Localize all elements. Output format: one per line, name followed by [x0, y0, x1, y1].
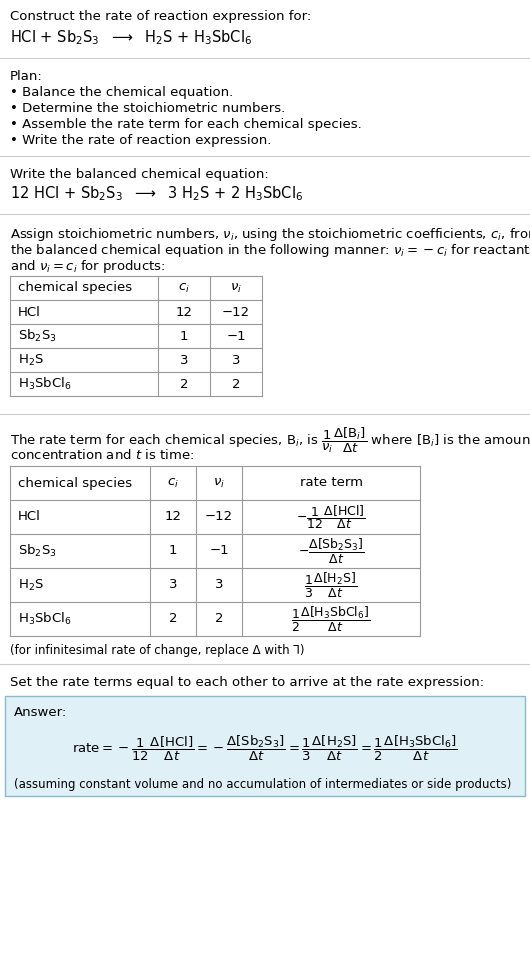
Text: Sb$_2$S$_3$: Sb$_2$S$_3$ — [18, 543, 57, 559]
Text: 3: 3 — [180, 353, 188, 367]
Text: HCl + Sb$_2$S$_3$  $\longrightarrow$  H$_2$S + H$_3$SbCl$_6$: HCl + Sb$_2$S$_3$ $\longrightarrow$ H$_2… — [10, 28, 252, 47]
Text: 3: 3 — [169, 579, 177, 591]
Text: • Balance the chemical equation.: • Balance the chemical equation. — [10, 86, 233, 99]
Text: Plan:: Plan: — [10, 70, 43, 83]
Text: $\dfrac{1}{2}\dfrac{\Delta[\mathrm{H_3SbCl_6}]}{\Delta t}$: $\dfrac{1}{2}\dfrac{\Delta[\mathrm{H_3Sb… — [292, 604, 370, 633]
Bar — [5, 696, 525, 796]
Text: H$_3$SbCl$_6$: H$_3$SbCl$_6$ — [18, 376, 72, 392]
Text: 2: 2 — [169, 613, 177, 626]
Text: (assuming constant volume and no accumulation of intermediates or side products): (assuming constant volume and no accumul… — [14, 778, 511, 791]
Text: $\nu_i$: $\nu_i$ — [213, 476, 225, 490]
Text: 3: 3 — [232, 353, 240, 367]
Text: $\dfrac{1}{3}\dfrac{\Delta[\mathrm{H_2S}]}{\Delta t}$: $\dfrac{1}{3}\dfrac{\Delta[\mathrm{H_2S}… — [304, 571, 358, 599]
Text: $c_i$: $c_i$ — [178, 281, 190, 295]
Text: 2: 2 — [215, 613, 223, 626]
Text: 3: 3 — [215, 579, 223, 591]
Text: Sb$_2$S$_3$: Sb$_2$S$_3$ — [18, 328, 57, 345]
Text: and $\nu_i = c_i$ for products:: and $\nu_i = c_i$ for products: — [10, 258, 165, 275]
Text: $\mathrm{rate} = -\dfrac{1}{12}\dfrac{\Delta[\mathrm{HCl}]}{\Delta t} = -\dfrac{: $\mathrm{rate} = -\dfrac{1}{12}\dfrac{\D… — [72, 734, 458, 763]
Text: HCl: HCl — [18, 305, 41, 318]
Text: $-\dfrac{\Delta[\mathrm{Sb_2S_3}]}{\Delta t}$: $-\dfrac{\Delta[\mathrm{Sb_2S_3}]}{\Delt… — [298, 537, 364, 565]
Text: the balanced chemical equation in the following manner: $\nu_i = -c_i$ for react: the balanced chemical equation in the fo… — [10, 242, 530, 259]
Text: HCl: HCl — [18, 510, 41, 523]
Text: −12: −12 — [205, 510, 233, 523]
Text: chemical species: chemical species — [18, 281, 132, 295]
Text: $c_i$: $c_i$ — [167, 476, 179, 490]
Text: (for infinitesimal rate of change, replace Δ with ⅂): (for infinitesimal rate of change, repla… — [10, 644, 305, 657]
Text: 1: 1 — [180, 330, 188, 343]
Text: $-\dfrac{1}{12}\dfrac{\Delta[\mathrm{HCl}]}{\Delta t}$: $-\dfrac{1}{12}\dfrac{\Delta[\mathrm{HCl… — [296, 503, 366, 531]
Text: • Determine the stoichiometric numbers.: • Determine the stoichiometric numbers. — [10, 102, 285, 115]
Text: 2: 2 — [232, 378, 240, 390]
Text: H$_3$SbCl$_6$: H$_3$SbCl$_6$ — [18, 611, 72, 627]
Text: concentration and $t$ is time:: concentration and $t$ is time: — [10, 448, 194, 462]
Text: • Assemble the rate term for each chemical species.: • Assemble the rate term for each chemic… — [10, 118, 362, 131]
Text: The rate term for each chemical species, B$_i$, is $\dfrac{1}{\nu_i}\dfrac{\Delt: The rate term for each chemical species,… — [10, 426, 530, 456]
Text: chemical species: chemical species — [18, 476, 132, 490]
Text: 12 HCl + Sb$_2$S$_3$  $\longrightarrow$  3 H$_2$S + 2 H$_3$SbCl$_6$: 12 HCl + Sb$_2$S$_3$ $\longrightarrow$ 3… — [10, 184, 303, 203]
Text: Write the balanced chemical equation:: Write the balanced chemical equation: — [10, 168, 269, 181]
Text: 12: 12 — [175, 305, 192, 318]
Text: −12: −12 — [222, 305, 250, 318]
Text: H$_2$S: H$_2$S — [18, 578, 44, 592]
Text: −1: −1 — [226, 330, 246, 343]
Text: rate term: rate term — [299, 476, 363, 490]
Text: −1: −1 — [209, 545, 229, 557]
Text: 1: 1 — [169, 545, 177, 557]
Text: Assign stoichiometric numbers, $\nu_i$, using the stoichiometric coefficients, $: Assign stoichiometric numbers, $\nu_i$, … — [10, 226, 530, 243]
Text: • Write the rate of reaction expression.: • Write the rate of reaction expression. — [10, 134, 271, 147]
Text: $\nu_i$: $\nu_i$ — [230, 281, 242, 295]
Text: 2: 2 — [180, 378, 188, 390]
Text: Construct the rate of reaction expression for:: Construct the rate of reaction expressio… — [10, 10, 311, 23]
Text: H$_2$S: H$_2$S — [18, 352, 44, 368]
Text: Answer:: Answer: — [14, 706, 67, 719]
Text: 12: 12 — [164, 510, 181, 523]
Text: Set the rate terms equal to each other to arrive at the rate expression:: Set the rate terms equal to each other t… — [10, 676, 484, 689]
